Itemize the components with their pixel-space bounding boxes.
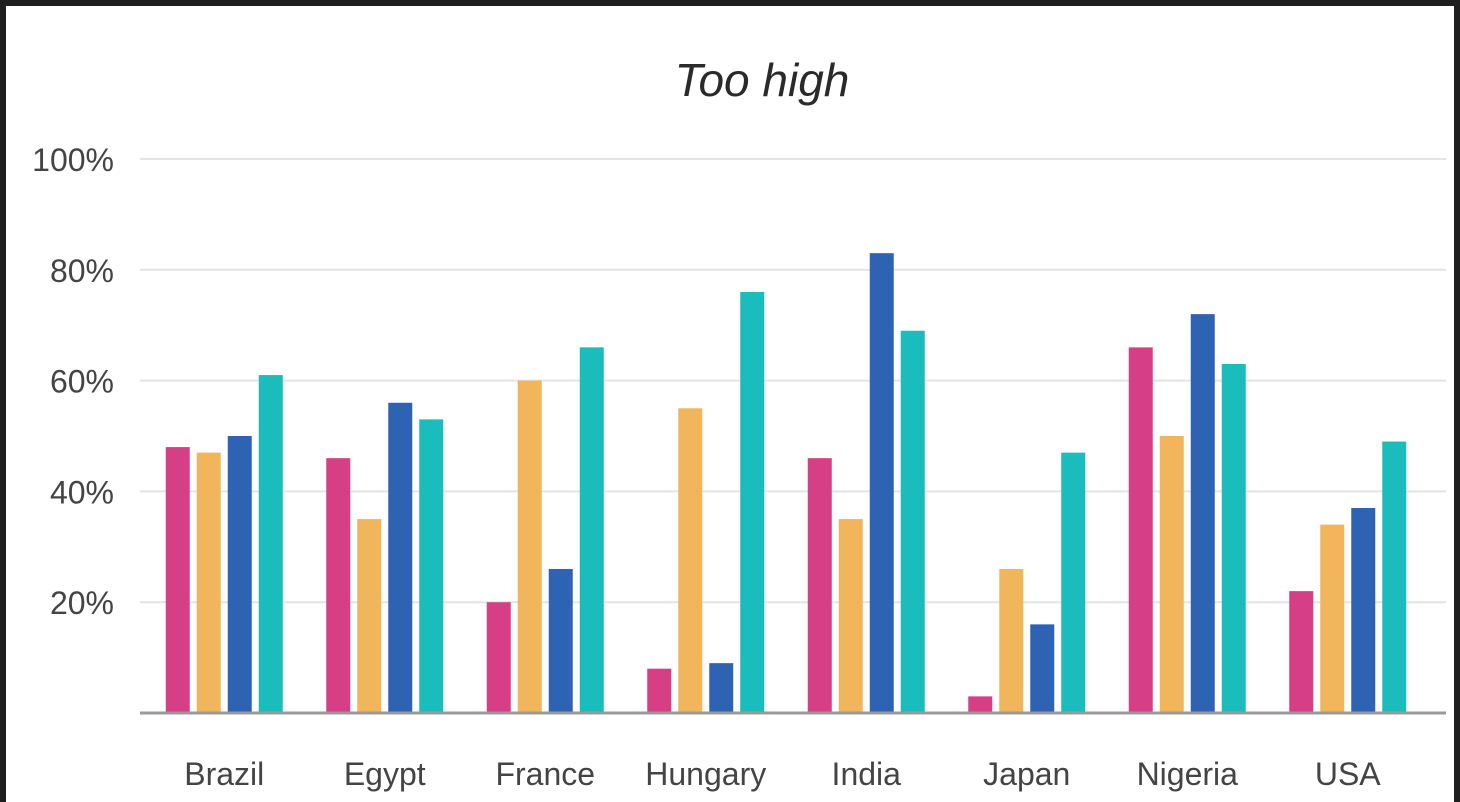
x-tick-label: Japan [983,756,1070,792]
chart-title: Too high [675,54,850,106]
x-tick-label: USA [1315,756,1381,792]
x-tick-label: France [495,756,595,792]
x-axis: Brazil Egypt France Hungary India Japan Nigeri… [184,756,1381,792]
bar [1030,624,1055,713]
bar [579,347,604,713]
bar [647,668,672,713]
x-tick-label: India [832,756,902,792]
bar [1289,591,1314,713]
bar [1320,524,1345,713]
bar [227,436,252,713]
bar [1190,314,1215,713]
x-tick-label: Brazil [184,756,264,792]
bar [1221,363,1246,713]
bar [1351,508,1376,713]
bar [709,663,734,713]
y-axis: 20% 40% 60% 80% 100% [32,142,114,621]
bar [838,519,863,713]
bar [258,375,283,713]
y-tick-label: 60% [50,364,114,400]
bar [326,458,351,713]
bar [548,568,573,713]
bar [999,568,1024,713]
bar [165,447,190,713]
bar [900,330,925,713]
bar [968,696,993,713]
y-tick-label: 100% [32,142,114,178]
x-tick-label: Egypt [344,756,426,792]
bar [678,408,703,713]
bars [165,253,1407,713]
x-tick-label: Hungary [645,756,766,792]
bar [196,452,221,713]
bar [419,419,444,713]
bar [1061,452,1086,713]
bar [486,602,511,713]
bar [357,519,382,713]
y-tick-label: 20% [50,585,114,621]
x-tick-label: Nigeria [1137,756,1239,792]
bar [1382,441,1407,713]
bar [807,458,832,713]
bar [388,402,413,713]
y-tick-label: 40% [50,474,114,510]
bar [740,291,765,713]
bar [1128,347,1153,713]
bar [869,253,894,713]
bar [1159,436,1184,713]
bar [517,380,542,713]
y-tick-label: 80% [50,253,114,289]
